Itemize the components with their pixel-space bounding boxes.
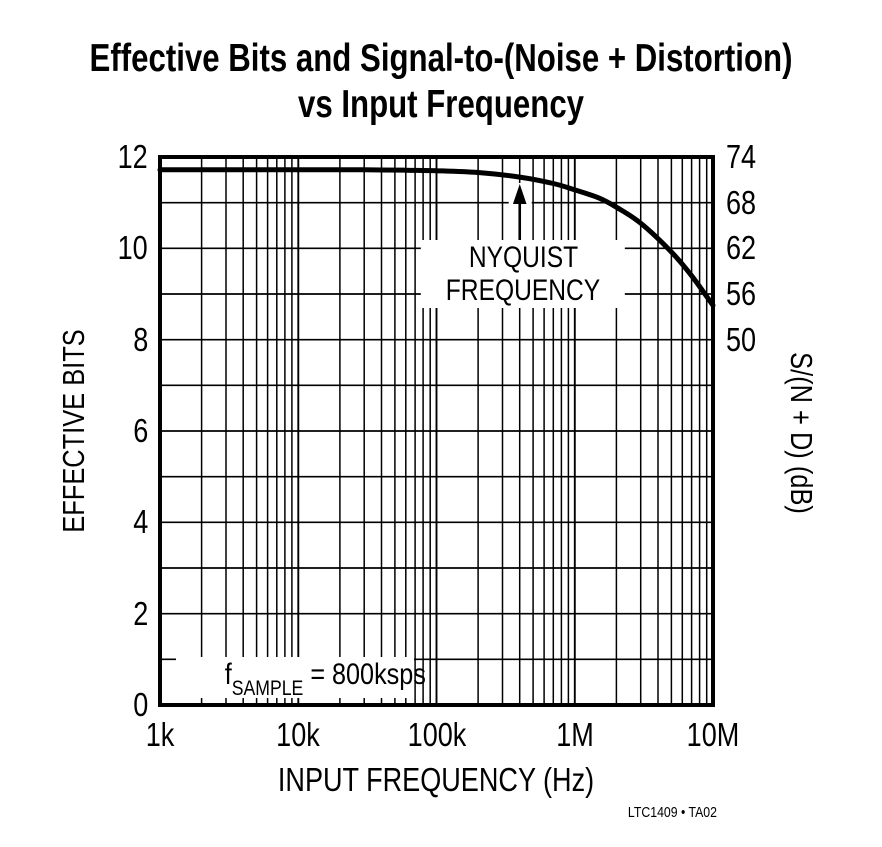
plot-frame [158,155,715,707]
nyquist-annotation: NYQUIST FREQUENCY [420,240,626,308]
x-tick-label-text: 100k [407,716,467,753]
y-left-tick-label-text: 10 [117,229,148,266]
y-left-tick-label: 6 [26,414,148,448]
y-right-tick-label-text: 62 [726,229,757,266]
sample-rate-annotation: fSAMPLE = 800ksps [176,657,426,700]
y-left-tick-label: 10 [26,231,148,265]
sample-rate-subscript: SAMPLE [231,677,304,700]
x-tick-label: 1k [143,718,178,752]
x-tick-label: 10M [681,718,745,752]
y-left-tick-label-text: 4 [132,503,148,540]
y-left-tick-label: 4 [26,505,148,539]
x-tick-label-text: 1M [556,716,594,753]
nyquist-arrow-head [512,184,527,204]
y-axis-left-title-text: EFFECTIVE BITS [56,329,91,533]
y-left-tick-label-text: 2 [132,595,148,632]
y-axis-right-title: S/(N + D) (dB) [784,334,819,531]
y-right-tick-label-text: 56 [726,275,757,312]
y-left-tick-label: 8 [26,323,148,357]
data-curve [157,167,716,308]
chart-title-line-1: Effective Bits and Signal-to-(Noise + Di… [2,36,881,82]
y-left-tick-label-text: 6 [132,412,148,449]
y-axis-right-title-text: S/(N + D) (dB) [784,352,819,514]
y-right-tick-label: 56 [726,277,763,311]
y-left-tick-label-text: 8 [132,321,148,358]
x-tick-label: 100k [401,718,473,752]
y-left-tick-label: 2 [26,597,148,631]
y-right-tick-label-text: 68 [726,184,757,221]
y-right-tick-label-text: 50 [726,321,757,358]
nyquist-annotation-line-2: FREQUENCY [445,274,601,307]
y-right-tick-label: 74 [726,140,763,174]
sample-rate-f: f [224,658,232,691]
x-tick-label-text: 10M [686,716,740,753]
x-axis-title-text: INPUT FREQUENCY (Hz) [277,761,595,798]
chart-title-line-2: vs Input Frequency [262,82,620,128]
x-tick-label-text: 1k [145,716,175,753]
chart-title-text-2: vs Input Frequency [297,83,585,126]
y-left-tick-label: 12 [26,140,148,174]
sample-rate-value: = 800ksps [303,658,426,691]
y-right-tick-label: 68 [726,186,763,220]
x-axis-title: INPUT FREQUENCY (Hz) [243,761,629,798]
y-left-tick-label-text: 12 [117,138,148,175]
x-tick-label: 1M [552,718,598,752]
figure-caption-text: LTC1409 • TA02 [627,804,717,821]
y-left-tick-label-text: 0 [132,686,148,723]
y-right-tick-label: 62 [726,231,763,265]
x-tick-label-text: 10k [276,716,320,753]
x-tick-label: 10k [271,718,324,752]
nyquist-annotation-line-1: NYQUIST [468,241,578,274]
y-left-tick-label: 0 [26,688,148,722]
figure-caption: LTC1409 • TA02 [608,805,717,821]
chart-title-text-1: Effective Bits and Signal-to-(Noise + Di… [89,37,793,80]
y-axis-left-title: EFFECTIVE BITS [56,307,91,555]
y-right-tick-label-text: 74 [726,138,757,175]
y-right-tick-label: 50 [726,323,763,357]
